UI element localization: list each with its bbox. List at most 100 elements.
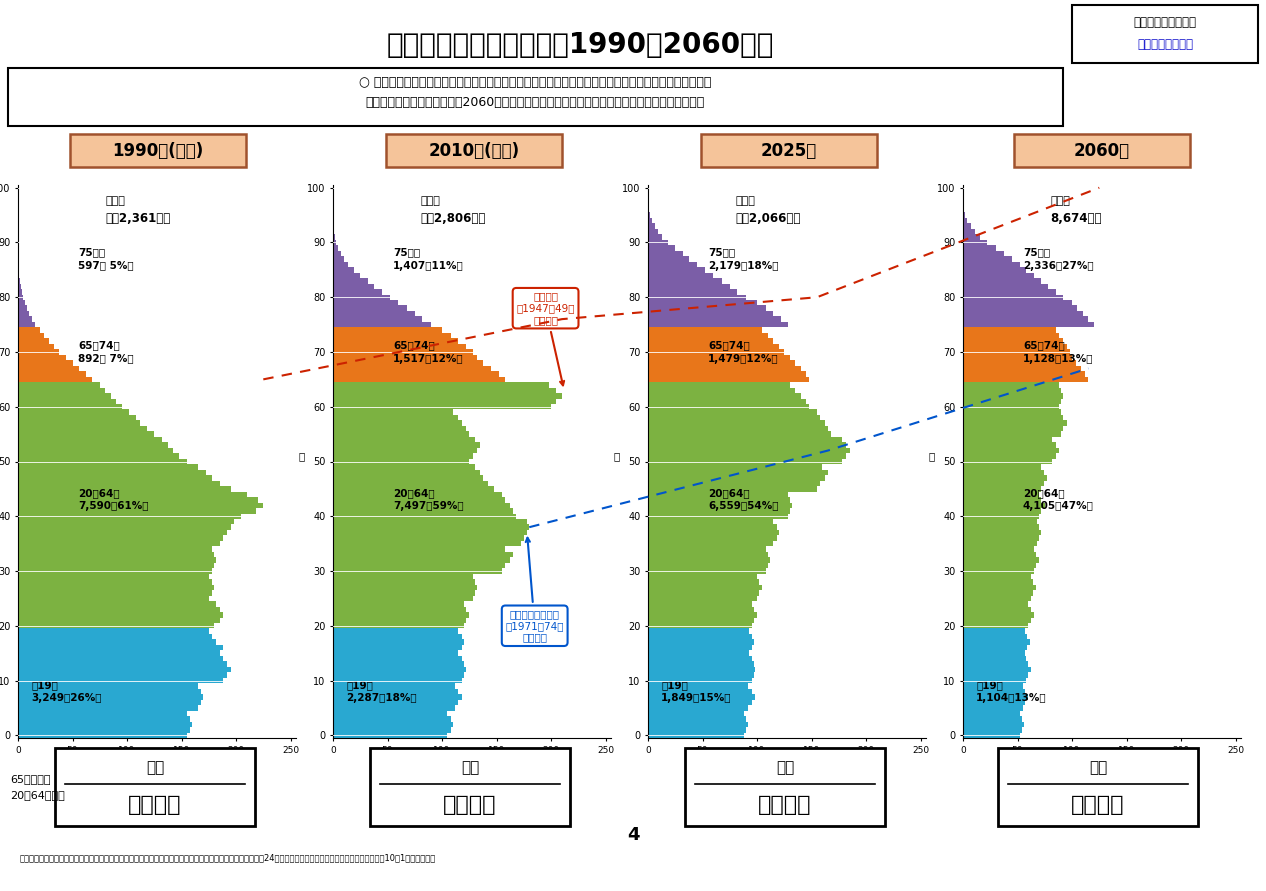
Bar: [648, 262, 698, 267]
Bar: [648, 727, 746, 732]
Bar: [333, 365, 491, 372]
Bar: [18, 300, 24, 306]
Bar: [648, 519, 774, 525]
Bar: [963, 459, 1052, 464]
Bar: [333, 519, 527, 525]
Bar: [18, 503, 263, 508]
Bar: [333, 666, 466, 673]
Text: １人: １人: [776, 761, 794, 775]
Bar: [648, 497, 790, 503]
Bar: [648, 661, 753, 666]
Bar: [685, 748, 885, 826]
Bar: [333, 470, 480, 475]
Bar: [648, 333, 768, 339]
Bar: [18, 404, 122, 410]
Bar: [963, 448, 1058, 454]
Bar: [963, 607, 1031, 612]
Bar: [648, 377, 809, 382]
Bar: [701, 134, 877, 167]
Text: ２８．１２．１４: ２８．１２．１４: [1137, 37, 1193, 51]
Bar: [648, 689, 752, 694]
Bar: [963, 218, 967, 224]
Bar: [18, 289, 23, 295]
Bar: [333, 689, 458, 694]
Bar: [963, 470, 1043, 475]
Bar: [333, 426, 466, 431]
Bar: [18, 694, 204, 699]
Bar: [18, 584, 214, 590]
Bar: [963, 327, 1056, 333]
Bar: [333, 454, 472, 459]
Text: 〜19歳
1,104（13%）: 〜19歳 1,104（13%）: [976, 680, 1047, 703]
Bar: [963, 480, 1043, 486]
Bar: [648, 426, 828, 431]
Bar: [333, 579, 475, 584]
Bar: [648, 448, 849, 454]
Bar: [963, 300, 1072, 306]
Bar: [963, 552, 1036, 557]
Bar: [963, 283, 1048, 289]
Bar: [963, 431, 1061, 437]
Bar: [963, 360, 1076, 365]
Bar: [963, 699, 1025, 705]
Bar: [333, 240, 337, 245]
Bar: [333, 283, 375, 289]
Bar: [648, 410, 817, 415]
Text: 65〜74歳
892（ 7%）: 65〜74歳 892（ 7%）: [78, 340, 134, 364]
Bar: [333, 300, 399, 306]
Bar: [963, 349, 1070, 355]
Bar: [18, 486, 230, 492]
Bar: [963, 365, 1081, 372]
Bar: [18, 525, 230, 530]
Bar: [963, 563, 1036, 568]
Bar: [18, 634, 211, 640]
Bar: [18, 475, 211, 480]
Bar: [18, 541, 220, 546]
Bar: [18, 716, 190, 722]
Bar: [18, 563, 214, 568]
Bar: [648, 464, 823, 470]
Bar: [18, 459, 187, 464]
Bar: [963, 557, 1039, 563]
Bar: [18, 355, 66, 360]
Bar: [648, 535, 776, 541]
Bar: [648, 322, 787, 327]
Bar: [648, 579, 760, 584]
Bar: [18, 689, 201, 694]
Bar: [963, 486, 1042, 492]
Bar: [648, 574, 757, 579]
Bar: [963, 262, 1019, 267]
Bar: [648, 722, 748, 727]
Text: １人: １人: [461, 761, 479, 775]
Bar: [648, 470, 828, 475]
Bar: [648, 513, 787, 519]
Bar: [963, 640, 1029, 645]
Text: １人: １人: [1089, 761, 1108, 775]
Text: 〜19歳
1,849（15%）: 〜19歳 1,849（15%）: [661, 680, 732, 703]
Bar: [18, 722, 192, 727]
Bar: [963, 727, 1022, 732]
Bar: [963, 666, 1031, 673]
Bar: [333, 437, 475, 442]
Bar: [648, 732, 744, 738]
Bar: [963, 437, 1052, 442]
Bar: [648, 295, 746, 300]
Bar: [648, 607, 753, 612]
Bar: [333, 475, 484, 480]
Bar: [648, 640, 753, 645]
Text: １億2,066万人: １億2,066万人: [736, 212, 800, 225]
Bar: [648, 300, 757, 306]
Bar: [963, 634, 1027, 640]
Text: ２．６人: ２．６人: [443, 795, 496, 815]
Bar: [333, 388, 557, 393]
Bar: [1072, 5, 1258, 63]
Bar: [18, 278, 20, 283]
Bar: [648, 257, 690, 262]
Bar: [648, 240, 667, 245]
Bar: [648, 552, 768, 557]
Bar: [963, 278, 1042, 283]
Bar: [963, 574, 1031, 579]
Bar: [333, 530, 527, 535]
Bar: [54, 748, 254, 826]
Bar: [18, 552, 214, 557]
